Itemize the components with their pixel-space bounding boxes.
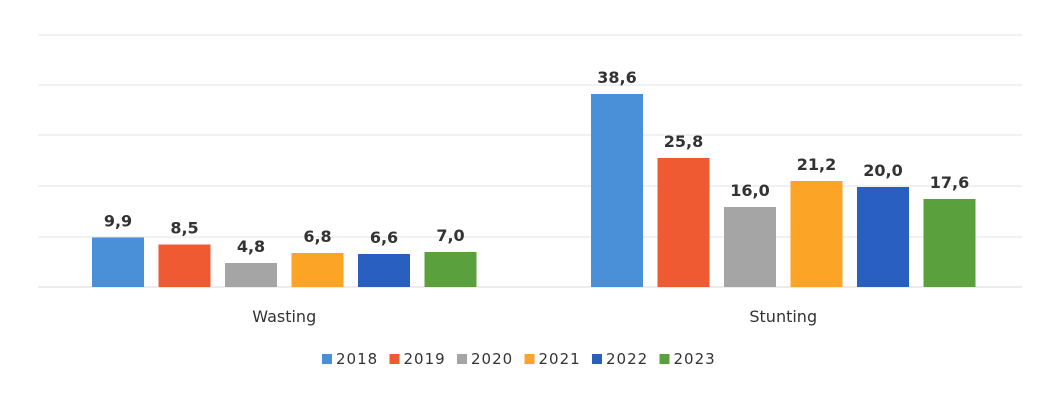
- legend-label: 2023: [674, 350, 716, 368]
- bar: [291, 253, 344, 287]
- legend: 2018 2019 2020 2021 2022 2023: [322, 350, 716, 368]
- legend-swatch: [457, 354, 467, 364]
- legend-swatch: [524, 354, 535, 364]
- bar-value-label: 7,0: [436, 226, 464, 245]
- category-label: Stunting: [749, 307, 817, 326]
- legend-label: 2021: [539, 350, 581, 368]
- bar: [358, 254, 410, 287]
- bar-value-label: 16,0: [730, 181, 769, 200]
- bar: [724, 207, 776, 287]
- bar-value-label: 17,6: [930, 173, 969, 192]
- bar-value-label: 4,8: [237, 237, 265, 256]
- legend-swatch: [389, 354, 400, 364]
- bar-value-label: 38,6: [597, 68, 636, 87]
- bar-value-label: 9,9: [104, 212, 132, 231]
- legend-swatch: [659, 354, 670, 364]
- bar: [424, 252, 477, 287]
- bar: [158, 244, 211, 287]
- bars: [92, 94, 976, 287]
- bar: [225, 263, 277, 287]
- bar: [591, 94, 643, 287]
- bar: [857, 187, 909, 287]
- bar-value-label: 6,6: [370, 228, 398, 247]
- bar: [923, 199, 976, 287]
- bar: [657, 158, 710, 287]
- legend-swatch: [322, 354, 332, 364]
- legend-label: 2018: [336, 350, 378, 368]
- bar-value-label: 8,5: [170, 219, 198, 238]
- bar: [790, 181, 843, 287]
- category-label: Wasting: [252, 307, 316, 326]
- bar: [92, 237, 144, 287]
- legend-label: 2022: [606, 350, 648, 368]
- category-labels: Wasting Stunting: [252, 307, 817, 326]
- legend-label: 2020: [471, 350, 513, 368]
- bar-value-label: 25,8: [664, 132, 703, 151]
- legend-label: 2019: [404, 350, 446, 368]
- bar-value-label: 20,0: [863, 161, 902, 180]
- value-labels: 9,9 8,5 4,8 6,8 6,6 7,0 38,6 25,8 16,0 21,2 20,0 17…: [104, 68, 969, 256]
- bar-value-label: 6,8: [303, 227, 331, 246]
- bar-value-label: 21,2: [797, 155, 836, 174]
- legend-swatch: [592, 354, 602, 364]
